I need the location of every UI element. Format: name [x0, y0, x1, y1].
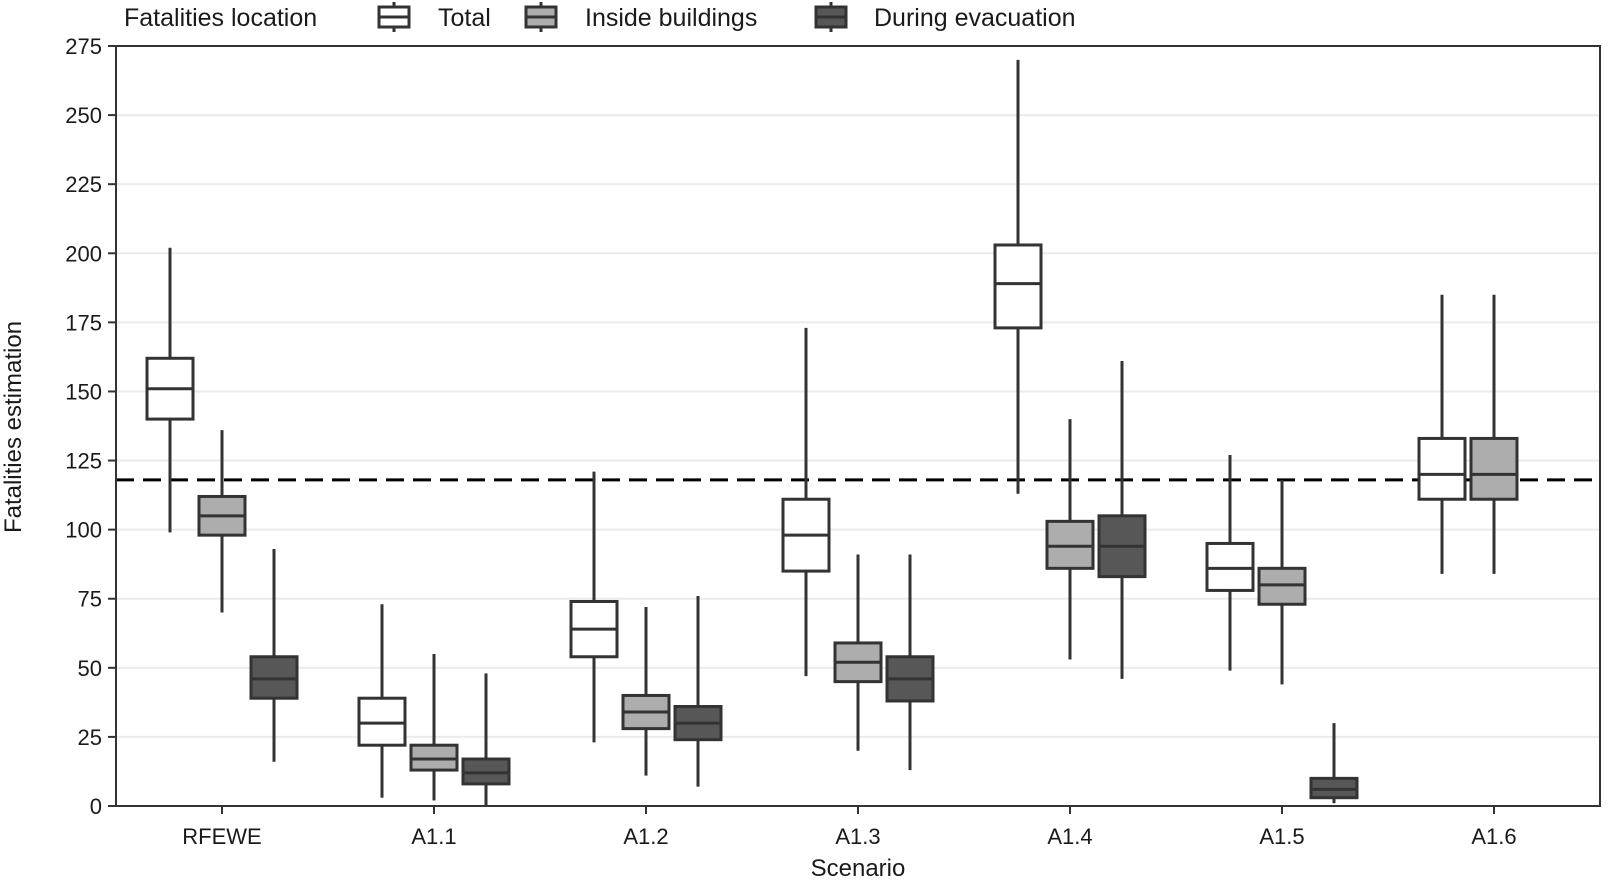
y-tick-label-250: 250 — [65, 103, 102, 128]
x-tick-label-a1-5: A1.5 — [1259, 824, 1304, 849]
box-total-a1-6 — [1417, 294, 1467, 574]
box-total-a1-3 — [781, 327, 831, 677]
x-axis-title: Scenario — [811, 855, 906, 880]
y-tick-label-275: 275 — [65, 34, 102, 59]
x-tick-label-rfewe: RFEWE — [182, 824, 261, 849]
legend-label-inside-buildings: Inside buildings — [585, 4, 757, 32]
box-inside-buildings-a1-3 — [833, 554, 883, 751]
box-during-evacuation-rfewe — [249, 548, 299, 762]
box-inside-buildings-a1-4 — [1045, 419, 1095, 660]
y-tick-label-50: 50 — [78, 656, 102, 681]
y-tick-label-175: 175 — [65, 310, 102, 335]
x-tick-label-a1-4: A1.4 — [1047, 824, 1092, 849]
box-inside-buildings-a1-1 — [409, 654, 459, 801]
iqr-box — [993, 243, 1043, 330]
box-during-evacuation-a1-2 — [673, 595, 723, 787]
y-tick-label-75: 75 — [78, 587, 102, 612]
legend-label-during-evacuation: During evacuation — [874, 4, 1076, 32]
legend-key-total — [377, 2, 411, 32]
legend-entry-during-evacuation: During evacuation — [814, 2, 1076, 32]
iqr-box — [1417, 436, 1467, 501]
box-during-evacuation-a1-3 — [885, 554, 935, 771]
legend-entry-total: Total — [377, 2, 491, 32]
y-tick-label-0: 0 — [90, 794, 102, 819]
y-tick-label-225: 225 — [65, 172, 102, 197]
x-tick-label-a1-6: A1.6 — [1471, 824, 1516, 849]
x-tick-label-a1-3: A1.3 — [835, 824, 880, 849]
legend-entry-inside-buildings: Inside buildings — [524, 2, 757, 32]
legend-label-total: Total — [438, 4, 491, 32]
x-tick-label-a1-1: A1.1 — [411, 824, 456, 849]
box-during-evacuation-a1-5 — [1309, 723, 1359, 804]
box-total-a1-1 — [357, 604, 407, 798]
boxes-layer — [145, 59, 1569, 807]
y-tick-label-125: 125 — [65, 449, 102, 474]
x-tick-label-a1-2: A1.2 — [623, 824, 668, 849]
box-total-a1-4 — [993, 59, 1043, 494]
box-total-a1-2 — [569, 471, 619, 743]
box-total-a1-5 — [1205, 455, 1255, 671]
y-axis-title: Fatalities estimation — [0, 321, 27, 533]
box-during-evacuation-a1-4 — [1097, 361, 1147, 679]
y-tick-label-25: 25 — [78, 725, 102, 750]
y-tick-label-100: 100 — [65, 518, 102, 543]
legend-title: Fatalities location — [124, 4, 317, 32]
box-total-rfewe — [145, 247, 195, 533]
legend: Fatalities location Total Inside buildin… — [124, 2, 1076, 32]
box-inside-buildings-rfewe — [197, 430, 247, 613]
iqr-box — [1469, 436, 1519, 501]
box-inside-buildings-a1-2 — [621, 607, 671, 776]
box-inside-buildings-a1-6 — [1469, 294, 1519, 574]
y-tick-label-150: 150 — [65, 379, 102, 404]
y-tick-label-200: 200 — [65, 241, 102, 266]
legend-key-inside-buildings — [524, 2, 558, 32]
legend-key-during-evacuation — [814, 2, 848, 32]
box-during-evacuation-a1-1 — [461, 673, 511, 806]
axes: 0 25 50 75 100 125 150 175 200 225 250 275 RFEWE A1.1… — [65, 34, 1601, 849]
box-inside-buildings-a1-5 — [1257, 479, 1307, 685]
